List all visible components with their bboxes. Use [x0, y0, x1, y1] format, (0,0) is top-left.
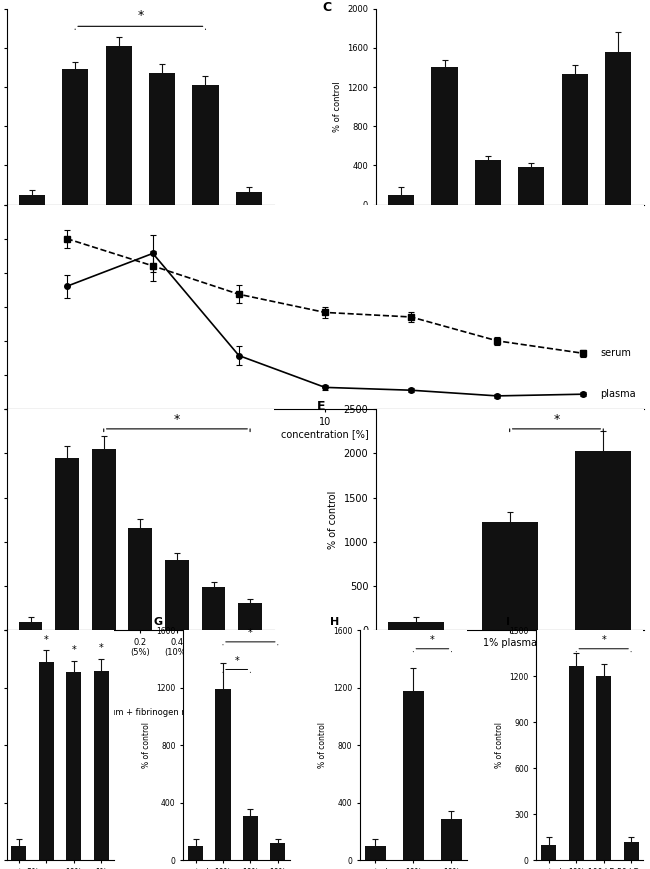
Bar [518, 168, 545, 204]
Bar [475, 161, 501, 204]
Bar [192, 85, 218, 204]
Bar [432, 68, 458, 204]
Text: *: * [248, 628, 253, 639]
Text: *: * [601, 635, 606, 646]
Bar [129, 527, 152, 630]
Bar [215, 689, 231, 860]
Y-axis label: % of control: % of control [328, 490, 338, 549]
Text: serum: serum [601, 348, 631, 358]
X-axis label: concentration [%]: concentration [%] [281, 429, 369, 440]
Bar [403, 691, 424, 860]
Text: *: * [72, 645, 76, 655]
Y-axis label: % of control: % of control [142, 722, 151, 768]
Bar [92, 448, 116, 630]
Bar [562, 75, 588, 204]
Y-axis label: % of control: % of control [333, 82, 341, 132]
Bar [11, 846, 27, 860]
Bar [569, 666, 584, 860]
Bar [94, 671, 109, 860]
Bar [243, 817, 258, 860]
Text: *: * [430, 635, 435, 646]
Bar [202, 587, 226, 630]
Bar [149, 73, 175, 204]
Text: *: * [174, 413, 180, 426]
Text: 1% serum + fibrinogen mg/ml: 1% serum + fibrinogen mg/ml [81, 708, 209, 717]
Bar [19, 621, 42, 630]
Bar [66, 672, 81, 860]
Text: G: G [153, 617, 162, 627]
Bar [236, 192, 262, 204]
Bar [365, 846, 385, 860]
Text: *: * [99, 643, 103, 653]
Bar [482, 522, 538, 630]
Text: *: * [44, 634, 49, 645]
Bar [270, 843, 285, 860]
Y-axis label: % of control: % of control [318, 722, 327, 768]
Text: E: E [317, 400, 326, 413]
Bar [596, 676, 611, 860]
Bar [388, 195, 414, 204]
Bar [541, 845, 556, 860]
Bar [441, 819, 462, 860]
Y-axis label: % of control: % of control [495, 722, 504, 768]
Bar [388, 621, 444, 630]
Text: H: H [330, 617, 339, 627]
Bar [105, 46, 132, 204]
Text: C: C [322, 1, 332, 14]
Text: *: * [234, 656, 239, 666]
Bar [165, 560, 188, 630]
Bar [39, 662, 54, 860]
Text: control: control [6, 708, 36, 717]
Text: I: I [506, 617, 510, 627]
Bar [238, 603, 262, 630]
Bar [623, 842, 639, 860]
Bar [62, 70, 88, 204]
Text: *: * [553, 413, 560, 426]
Bar [575, 452, 631, 630]
Bar [605, 52, 631, 204]
Text: *: * [137, 10, 144, 23]
Bar [19, 195, 45, 204]
Bar [55, 458, 79, 630]
Bar [188, 846, 203, 860]
Text: plasma: plasma [601, 389, 636, 399]
